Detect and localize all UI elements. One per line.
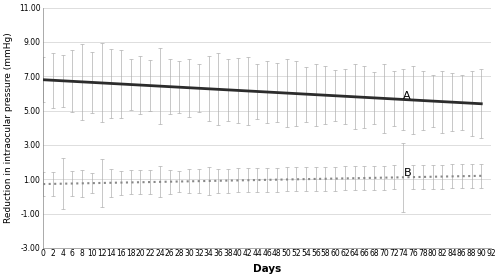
X-axis label: Days: Days: [253, 264, 281, 274]
Text: B: B: [404, 168, 411, 178]
Text: A: A: [404, 91, 411, 101]
Y-axis label: Reduction in intraocular pressure (mmHg): Reduction in intraocular pressure (mmHg): [4, 33, 13, 223]
